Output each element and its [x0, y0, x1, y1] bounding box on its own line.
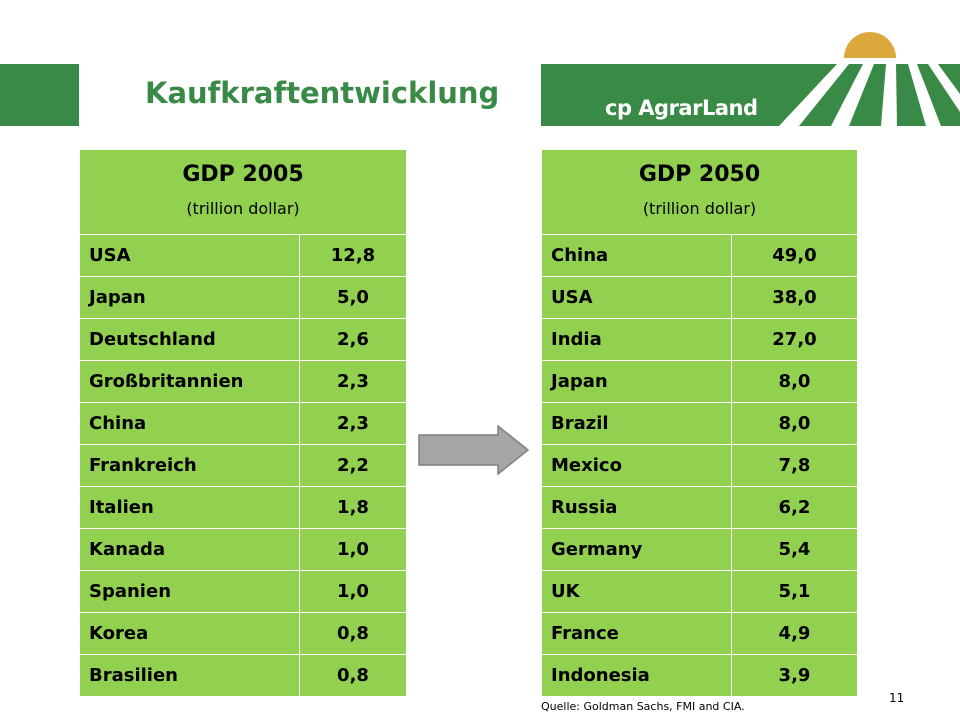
value-cell: 5,1 — [731, 570, 858, 613]
table-row: USA 12,8 — [79, 234, 407, 277]
table-row: Korea 0,8 — [79, 612, 407, 655]
table-row: Russia 6,2 — [541, 486, 858, 529]
value-cell: 2,3 — [299, 360, 407, 403]
table-row: France 4,9 — [541, 612, 858, 655]
header-accent-bar — [0, 64, 79, 126]
source-note: Quelle: Goldman Sachs, FMI and CIA. — [541, 700, 745, 713]
country-cell: Frankreich — [79, 444, 300, 487]
country-cell: Indonesia — [541, 654, 732, 697]
country-cell: China — [541, 234, 732, 277]
country-cell: UK — [541, 570, 732, 613]
table-row: Spanien 1,0 — [79, 570, 407, 613]
value-cell: 2,3 — [299, 402, 407, 445]
table-row: Kanada 1,0 — [79, 528, 407, 571]
value-cell: 38,0 — [731, 276, 858, 319]
value-cell: 2,2 — [299, 444, 407, 487]
table-row: Indonesia 3,9 — [541, 654, 858, 697]
table-row: Mexico 7,8 — [541, 444, 858, 487]
value-cell: 1,8 — [299, 486, 407, 529]
country-cell: USA — [541, 276, 732, 319]
value-cell: 4,9 — [731, 612, 858, 655]
value-cell: 6,2 — [731, 486, 858, 529]
table-row: Germany 5,4 — [541, 528, 858, 571]
value-cell: 0,8 — [299, 654, 407, 697]
country-cell: Germany — [541, 528, 732, 571]
value-cell: 8,0 — [731, 402, 858, 445]
agrarland-logo: cp AgrarLand — [541, 16, 960, 126]
sun-icon — [844, 32, 896, 58]
table-row: Italien 1,8 — [79, 486, 407, 529]
right-arrow-icon — [418, 424, 530, 480]
value-cell: 0,8 — [299, 612, 407, 655]
country-cell: Korea — [79, 612, 300, 655]
table-header-row: GDP 2050 (trillion dollar) — [541, 149, 858, 235]
country-cell: Russia — [541, 486, 732, 529]
table-row: UK 5,1 — [541, 570, 858, 613]
table-row: Japan 8,0 — [541, 360, 858, 403]
table-row: Brazil 8,0 — [541, 402, 858, 445]
country-cell: China — [79, 402, 300, 445]
country-cell: France — [541, 612, 732, 655]
table-header: GDP 2005 (trillion dollar) — [79, 149, 407, 235]
country-cell: Mexico — [541, 444, 732, 487]
table-row: Deutschland 2,6 — [79, 318, 407, 361]
table-row: China 49,0 — [541, 234, 858, 277]
value-cell: 1,0 — [299, 570, 407, 613]
table-unit: (trillion dollar) — [186, 199, 300, 218]
table-row: USA 38,0 — [541, 276, 858, 319]
logo-graphic — [541, 32, 960, 126]
table-header: GDP 2050 (trillion dollar) — [541, 149, 858, 235]
value-cell: 27,0 — [731, 318, 858, 361]
table-header-row: GDP 2005 (trillion dollar) — [79, 149, 407, 235]
table-unit: (trillion dollar) — [642, 199, 757, 218]
value-cell: 2,6 — [299, 318, 407, 361]
table-row: Japan 5,0 — [79, 276, 407, 319]
country-cell: Japan — [79, 276, 300, 319]
table-row: China 2,3 — [79, 402, 407, 445]
country-cell: Kanada — [79, 528, 300, 571]
table-row: Großbritannien 2,3 — [79, 360, 407, 403]
country-cell: Brazil — [541, 402, 732, 445]
country-cell: Japan — [541, 360, 732, 403]
logo-text: cp AgrarLand — [605, 96, 758, 120]
country-cell: USA — [79, 234, 300, 277]
table-row: Brasilien 0,8 — [79, 654, 407, 697]
country-cell: Brasilien — [79, 654, 300, 697]
value-cell: 5,4 — [731, 528, 858, 571]
value-cell: 5,0 — [299, 276, 407, 319]
country-cell: Italien — [79, 486, 300, 529]
value-cell: 1,0 — [299, 528, 407, 571]
table-row: Frankreich 2,2 — [79, 444, 407, 487]
value-cell: 8,0 — [731, 360, 858, 403]
country-cell: Spanien — [79, 570, 300, 613]
page-title: Kaufkraftentwicklung — [145, 76, 500, 110]
value-cell: 3,9 — [731, 654, 858, 697]
value-cell: 49,0 — [731, 234, 858, 277]
gdp-2005-table: GDP 2005 (trillion dollar) USA 12,8 Japan 5… — [79, 149, 407, 697]
value-cell: 12,8 — [299, 234, 407, 277]
gdp-2050-table: GDP 2050 (trillion dollar) China 49,0 USA 3… — [541, 149, 858, 697]
table-row: India 27,0 — [541, 318, 858, 361]
country-cell: India — [541, 318, 732, 361]
country-cell: Großbritannien — [79, 360, 300, 403]
table-title: GDP 2005 — [182, 162, 304, 187]
country-cell: Deutschland — [79, 318, 300, 361]
value-cell: 7,8 — [731, 444, 858, 487]
table-title: GDP 2050 — [638, 162, 761, 187]
page-number: 11 — [889, 691, 905, 705]
